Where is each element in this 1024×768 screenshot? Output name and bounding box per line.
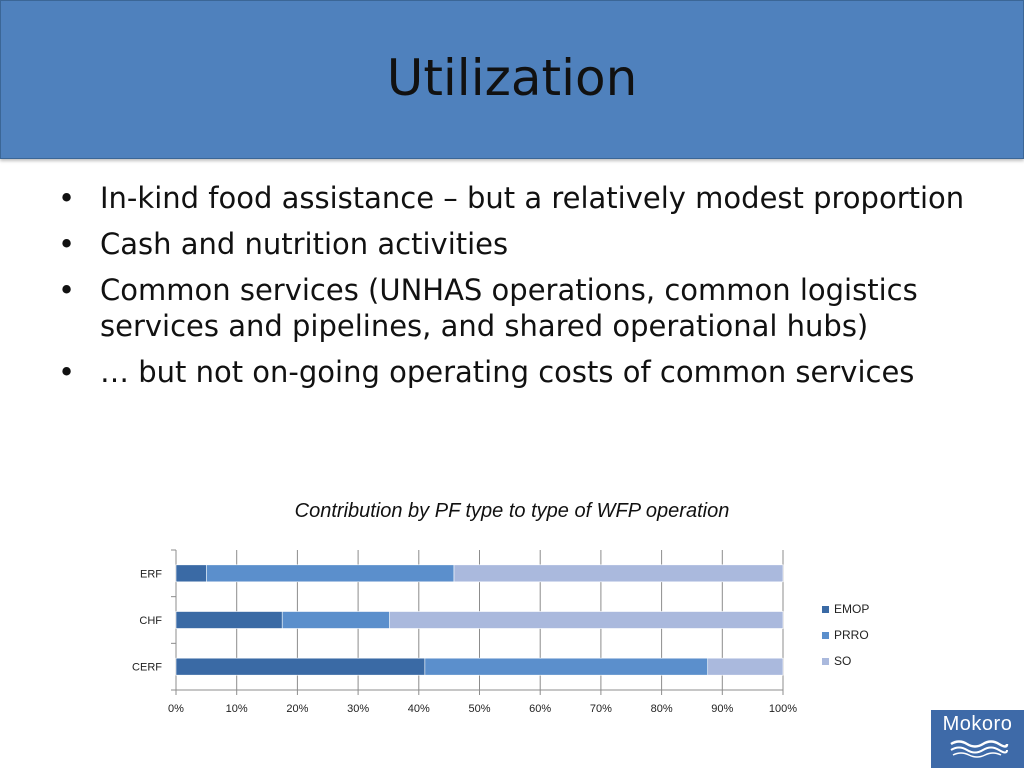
x-tick-label: 20% [286,703,308,715]
legend-swatch [822,605,829,613]
legend-item-so: SO [822,648,869,674]
legend-item-prro: PRRO [822,622,869,648]
x-tick-label: 0% [168,703,184,715]
legend-item-emop: EMOP [822,596,869,622]
chart-title: Contribution by PF type to type of WFP o… [294,500,730,522]
bar-segment-emop [175,657,426,676]
bar-segment-prro [206,564,455,583]
x-tick-label: 70% [590,703,612,715]
bar-segment-so [453,564,784,583]
x-tick-label: 40% [408,703,430,715]
legend-swatch [822,657,829,665]
bullet-symbol: • [58,181,76,215]
x-tick-label: 30% [347,703,369,715]
bar-segment-prro [281,611,390,629]
bar-segment-prro [424,657,709,676]
legend-label: SO [834,654,852,668]
waves-icon [949,740,1008,758]
bullet-symbol: • [58,273,76,307]
bar-segment-so [707,657,784,676]
bullet-item: • In-kind food assistance – but a relativ… [58,180,988,216]
x-tick-label: 90% [711,703,733,715]
x-tick-label: 60% [529,703,551,715]
bullet-text: In-kind food assistance – but a relative… [100,181,965,215]
chart-legend: EMOP PRRO SO [822,596,869,674]
x-tick-label: 100% [769,703,797,715]
bar-segment-emop [175,611,283,629]
stacked-bar-chart: 0% 10% 20% 30% 40% 50% 60% 70% 80% 90% 100% ERF CHF C… [132,549,797,715]
slide-title: Utilization [386,48,638,107]
logo-text: Mokoro [942,713,1013,735]
x-tick-label: 50% [468,703,490,715]
legend-swatch [822,631,829,639]
y-category-label: CHF [139,615,162,627]
x-tick-label: 80% [651,703,673,715]
bullet-list: • In-kind food assistance – but a relativ… [58,180,988,400]
y-category-label: ERF [140,568,162,580]
bullet-symbol: • [58,355,76,389]
bar-segment-emop [175,564,207,583]
bullet-text: Cash and nutrition activities [100,227,509,261]
mokoro-logo: Mokoro [931,710,1024,768]
legend-label: EMOP [834,602,870,616]
legend-label: PRRO [834,628,869,642]
bullet-text: Common services (UNHAS operations, commo… [100,273,918,343]
bullet-item: • Common services (UNHAS operations, comm… [58,272,988,344]
bullet-symbol: • [58,227,76,261]
y-category-label: CERF [132,662,162,674]
bullet-item: • … but not on-going operating costs of c… [58,354,988,390]
bullet-text: … but not on-going operating costs of co… [100,355,915,389]
title-bar: Utilization [0,0,1024,159]
bullet-item: • Cash and nutrition activities [58,226,988,262]
bar-segment-so [389,611,784,629]
x-tick-label: 10% [226,703,248,715]
